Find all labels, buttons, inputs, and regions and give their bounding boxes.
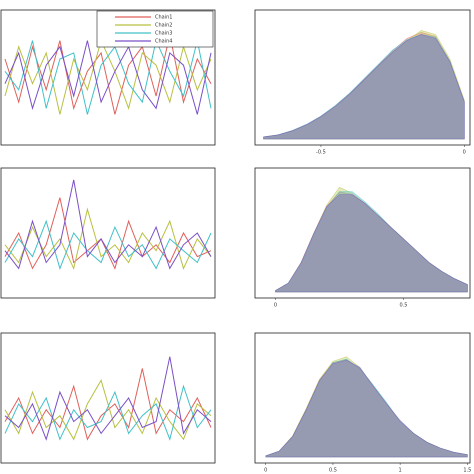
panel-frame <box>0 9 216 146</box>
x-tick-label: 0 <box>264 468 267 474</box>
legend-label: Chain2 <box>155 23 172 29</box>
x-tick-label: 1 <box>399 468 402 474</box>
trace-line <box>4 179 212 270</box>
legend-label: Chain1 <box>155 15 172 21</box>
panel-frame <box>0 332 216 464</box>
x-tick-label: 0 <box>463 150 466 156</box>
trace-line <box>4 39 212 115</box>
x-tick-label: 0.5 <box>329 468 337 474</box>
panel-frame <box>254 332 471 464</box>
trace-line <box>4 40 212 115</box>
trace-line <box>4 356 212 441</box>
trace-line <box>4 39 212 115</box>
density-area <box>265 359 468 458</box>
x-tick-label: 1.5 <box>463 468 471 474</box>
panel-frame <box>254 167 471 299</box>
legend-label: Chain3 <box>155 31 172 37</box>
trace-line <box>4 207 212 270</box>
legend-label: Chain4 <box>155 39 172 45</box>
panel-frame <box>0 167 216 299</box>
x-tick-label: -0.5 <box>316 150 326 156</box>
trace-line <box>4 384 212 441</box>
x-tick-label: 0 <box>274 303 277 309</box>
trace-line <box>4 219 212 270</box>
trace-line <box>4 197 212 270</box>
density-area <box>263 34 465 140</box>
density-area <box>275 194 468 293</box>
x-tick-label: 0.5 <box>399 303 407 309</box>
panel-frame <box>254 9 471 146</box>
